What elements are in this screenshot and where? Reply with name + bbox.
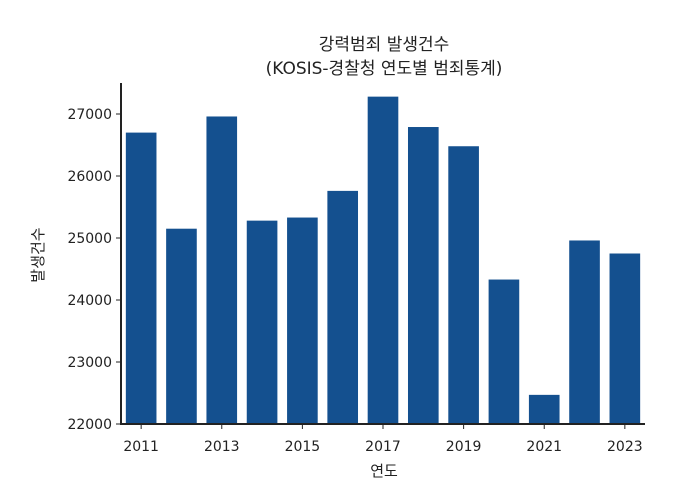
- y-axis-ticks: 22000 23000 24000 25000 26000 27000: [67, 107, 121, 433]
- x-tick-label-2015: 2015: [285, 439, 321, 455]
- bar-2017: [367, 96, 399, 424]
- chart-title-line-2: (KOSIS-경찰청 연도별 범죄통계): [266, 59, 503, 79]
- bar-2023: [609, 253, 641, 424]
- chart-title-line-1: 강력범죄 발생건수: [319, 35, 450, 55]
- x-tick-label-2019: 2019: [446, 439, 482, 455]
- bar-2018: [407, 127, 439, 425]
- bar-2021: [528, 394, 560, 424]
- y-tick-label-22000: 22000: [67, 417, 112, 433]
- y-tick-label-24000: 24000: [67, 293, 112, 309]
- x-tick-label-2021: 2021: [526, 439, 562, 455]
- y-tick-label-23000: 23000: [67, 355, 112, 371]
- bars-group: [125, 96, 641, 425]
- y-tick-label-27000: 27000: [67, 107, 112, 123]
- x-tick-label-2017: 2017: [365, 439, 401, 455]
- bar-2011: [125, 132, 157, 424]
- bar-2015: [287, 217, 318, 424]
- x-axis-label: 연도: [370, 462, 398, 480]
- x-tick-label-2013: 2013: [204, 439, 240, 455]
- bar-2019: [448, 146, 479, 425]
- bar-2016: [327, 190, 359, 424]
- x-tick-label-2011: 2011: [123, 439, 159, 455]
- x-tick-label-2023: 2023: [607, 439, 643, 455]
- bar-2014: [246, 220, 278, 424]
- y-axis-label: 발생건수: [29, 227, 47, 282]
- bar-2013: [206, 116, 238, 424]
- y-tick-label-25000: 25000: [67, 231, 112, 247]
- bar-2022: [569, 240, 600, 424]
- x-axis-ticks: 2011 2013 2015 2017 2019 2021 2023: [123, 424, 643, 455]
- y-tick-label-26000: 26000: [67, 169, 112, 185]
- bar-2020: [488, 279, 520, 424]
- bar-2012: [166, 228, 197, 424]
